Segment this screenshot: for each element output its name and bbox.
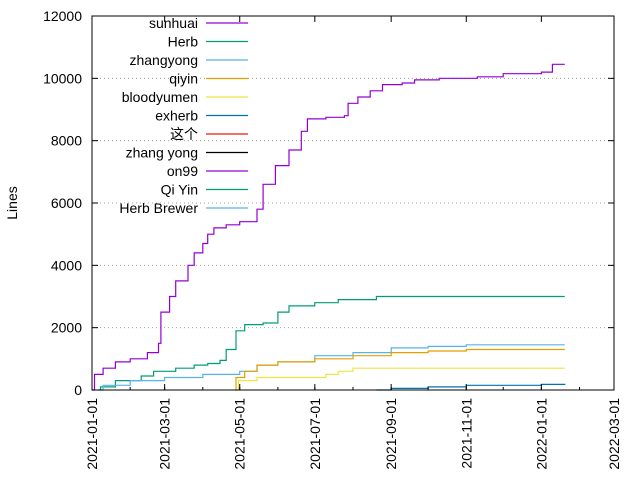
x-tick-label: 2021-01-01 — [84, 398, 100, 470]
legend-label: exherb — [155, 108, 198, 124]
series-line-0 — [92, 63, 565, 391]
series-line-1 — [98, 295, 565, 391]
series-line-4 — [236, 367, 565, 391]
legend-label: 这个 — [170, 126, 198, 142]
y-tick-label: 0 — [74, 382, 82, 398]
legend-label: zhang yong — [126, 145, 198, 161]
x-tick-label: 2021-03-01 — [157, 398, 173, 470]
series-line-3 — [234, 348, 565, 391]
y-tick-label: 10000 — [43, 70, 82, 86]
y-axis-label: Lines — [4, 186, 20, 219]
y-tick-label: 6000 — [51, 195, 82, 211]
legend-label: Herb — [168, 34, 199, 50]
y-tick-label: 2000 — [51, 320, 82, 336]
legend-label: Qi Yin — [161, 182, 198, 198]
legend: sunhuai Herb zhangyong qiyin bloodyumen exher… — [119, 15, 248, 216]
series-line-5 — [376, 383, 566, 391]
x-tick-label: 2022-01-01 — [533, 398, 549, 470]
y-tick-label: 8000 — [51, 133, 82, 149]
series-layer — [92, 63, 566, 391]
y-tick-label: 12000 — [43, 8, 82, 24]
grid — [92, 77, 614, 329]
axes: 0 2000 4000 6000 8000 10000 12000 2021-01-01 202… — [43, 8, 622, 470]
legend-label: on99 — [167, 163, 198, 179]
x-tick-label: 2021-09-01 — [383, 398, 399, 470]
y-tick-label: 4000 — [51, 257, 82, 273]
legend-label: sunhuai — [149, 15, 198, 31]
legend-label: Herb Brewer — [119, 200, 198, 216]
x-tick-label: 2021-07-01 — [307, 398, 323, 470]
legend-label: zhangyong — [129, 52, 198, 68]
x-tick-label: 2021-11-01 — [458, 398, 474, 469]
x-tick-label: 2021-05-01 — [232, 398, 248, 470]
legend-label: qiyin — [169, 71, 198, 87]
x-tick-label: 2022-03-01 — [606, 398, 622, 470]
legend-label: bloodyumen — [122, 89, 198, 105]
series-line-2 — [98, 344, 565, 391]
